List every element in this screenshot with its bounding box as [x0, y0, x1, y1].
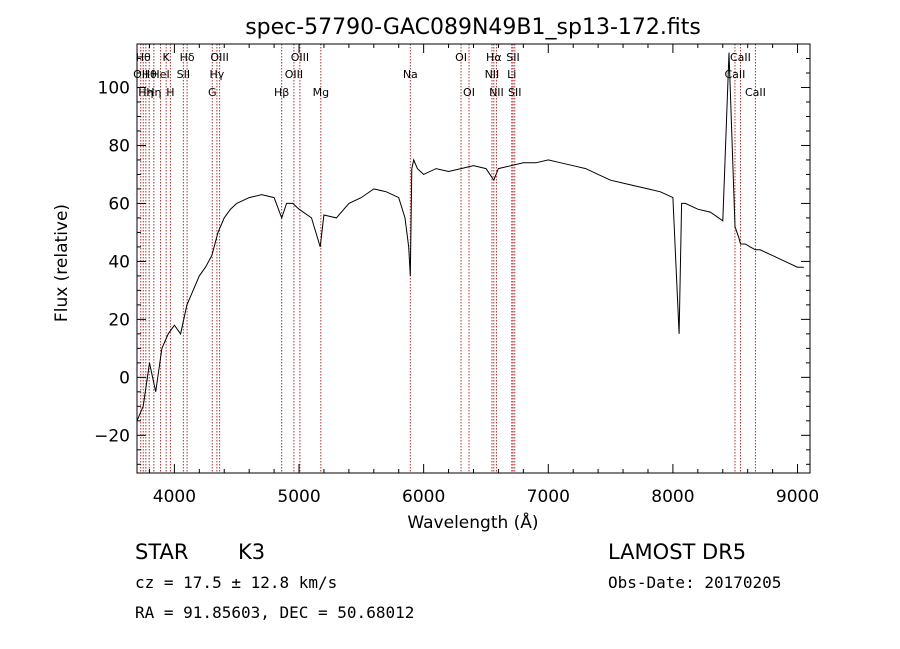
feature-label: NII	[485, 68, 500, 81]
y-axis-label: Flux (relative)	[52, 204, 72, 322]
y-tick-label: 80	[108, 136, 130, 156]
x-tick-label: 5000	[277, 487, 320, 507]
y-tick-label: 0	[119, 368, 130, 388]
feature-label: Hθ	[136, 51, 151, 64]
feature-label: OI	[455, 51, 467, 64]
velocity-text: cz = 17.5 ± 12.8 km/s	[135, 573, 338, 592]
feature-label: HeI	[151, 68, 169, 81]
feature-label: Hβ	[274, 86, 289, 99]
survey-name: LAMOST DR5	[608, 540, 747, 564]
object-subclass: K3	[238, 540, 266, 564]
feature-label: OIII	[291, 51, 309, 64]
y-tick-label: 20	[108, 310, 130, 330]
y-tick-label: 100	[98, 78, 130, 98]
spectrum-line	[136, 52, 804, 421]
feature-label: SII	[177, 68, 190, 81]
feature-label: Hη	[138, 86, 153, 99]
x-tick-label: 7000	[527, 487, 570, 507]
object-class: STAR	[135, 540, 189, 564]
feature-label: G	[208, 86, 217, 99]
feature-label: OI	[463, 86, 475, 99]
feature-label: OIII	[210, 51, 228, 64]
feature-label: SII	[508, 86, 521, 99]
coordinates: RA = 91.85603, DEC = 50.68012	[135, 603, 415, 622]
feature-label: Hθ	[142, 68, 157, 81]
x-axis-label: Wavelength (Å)	[407, 511, 538, 533]
x-tick-label: 8000	[651, 487, 694, 507]
y-tick-label: −20	[94, 426, 130, 446]
y-tick-label: 60	[108, 194, 130, 214]
x-tick-label: 6000	[402, 487, 445, 507]
x-tick-label: 9000	[776, 487, 819, 507]
feature-label: CaII	[730, 51, 751, 64]
feature-label: SII	[506, 51, 519, 64]
feature-label: Hα	[486, 51, 502, 64]
x-tick-label: 4000	[153, 487, 196, 507]
y-tick-label: 40	[108, 252, 130, 272]
feature-label: H	[166, 86, 174, 99]
feature-label: OIII	[285, 68, 303, 81]
feature-label: Na	[403, 68, 418, 81]
feature-lines	[140, 44, 756, 473]
chart-title: spec-57790-GAC089N49B1_sp13-172.fits	[245, 15, 701, 40]
feature-label: K	[163, 51, 171, 64]
feature-label: NII	[489, 86, 504, 99]
feature-label: Hδ	[180, 51, 195, 64]
feature-label: CaII	[745, 86, 766, 99]
feature-label: Mg	[313, 86, 329, 99]
feature-label: Hη	[146, 86, 161, 99]
feature-label: Li	[507, 68, 516, 81]
plot-frame	[136, 43, 811, 474]
y-axis-ticks: −20 0 20 40 60 80 100	[94, 57, 810, 465]
feature-labels: OIIHθHηHθHηHeIKHSIIHδGHγOIIIHβOIIIOIIIMg…	[133, 51, 766, 99]
x-axis-ticks: 4000 5000 6000 7000 8000 9000	[148, 44, 819, 507]
feature-label: Hγ	[209, 68, 224, 81]
obs-date: Obs-Date: 20170205	[608, 573, 782, 592]
